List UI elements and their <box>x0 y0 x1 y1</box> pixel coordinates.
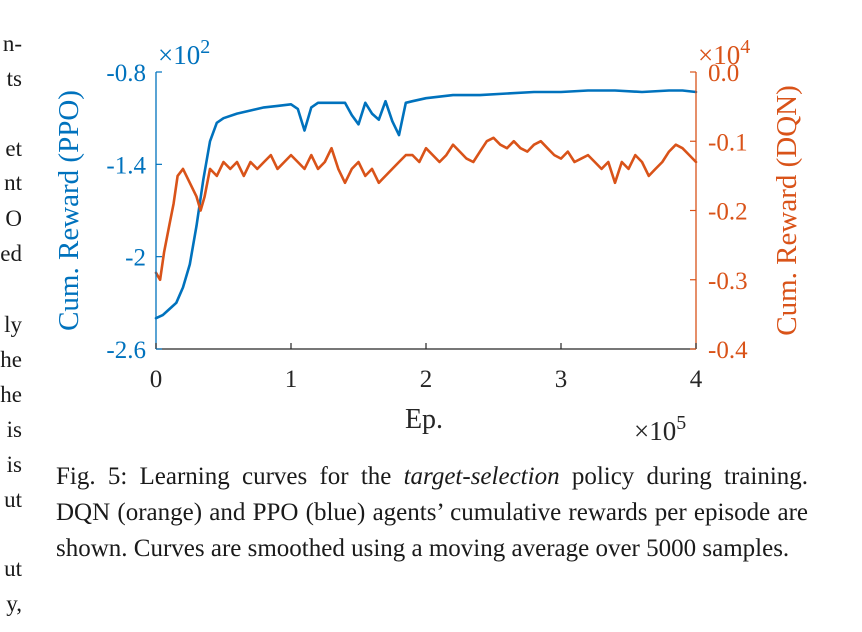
left-axis-multiplier-base: ×10 <box>158 40 200 70</box>
caption-text-italic: target-selection <box>403 463 560 490</box>
margin-fragment: O <box>5 206 22 231</box>
right-y-axis-label: Cum. Reward (DQN) <box>771 85 803 335</box>
margin-fragment: nt <box>4 170 22 195</box>
x-tick-label: 1 <box>285 366 298 393</box>
left-axis-multiplier: ×102 <box>158 36 210 70</box>
left-y-tick-label: -2 <box>125 245 146 272</box>
ppo-series-line <box>154 89 698 320</box>
right-axis-multiplier-exponent: 4 <box>740 36 750 58</box>
caption-text-pre: Learning curves for the <box>139 463 392 490</box>
margin-fragment: ed <box>0 241 22 266</box>
left-y-tick-label: -1.4 <box>106 152 146 179</box>
left-axis-multiplier-exponent: 2 <box>200 36 210 58</box>
left-y-tick-label: -0.8 <box>106 60 146 87</box>
dqn-series-line <box>154 136 698 282</box>
caption-label: Fig. 5: <box>56 463 128 490</box>
margin-fragment: he <box>0 382 22 407</box>
figure-caption: Fig. 5: Learning curves for the target-s… <box>56 459 808 567</box>
right-y-tick-label: -0.1 <box>708 129 748 156</box>
x-tick-label: 4 <box>690 366 703 393</box>
right-axis-multiplier: ×104 <box>698 36 750 70</box>
x-axis-multiplier-base: ×10 <box>634 416 676 446</box>
x-tick-label: 3 <box>555 366 568 393</box>
margin-fragment: et <box>5 136 22 161</box>
caption-text-post: policy during training. DQN (orange) and… <box>56 463 809 562</box>
left-y-tick-label: -2.6 <box>106 337 146 364</box>
margin-fragment: he <box>0 347 22 372</box>
right-axis-multiplier-base: ×10 <box>698 40 740 70</box>
margin-fragment: ut <box>4 556 22 581</box>
margin-fragment: ly <box>4 312 22 337</box>
margin-fragment: is <box>6 452 22 477</box>
right-y-tick-label: -0.3 <box>708 268 748 295</box>
right-y-tick-label: -0.4 <box>708 337 748 364</box>
right-y-tick-label: 0.0 <box>708 60 739 87</box>
margin-fragment: y, <box>6 591 22 616</box>
right-y-tick-label: -0.2 <box>708 199 748 226</box>
x-axis-multiplier-exponent: 5 <box>676 412 686 434</box>
left-y-axis-label: Cum. Reward (PPO) <box>53 90 85 331</box>
x-tick-label: 0 <box>150 366 163 393</box>
x-axis-multiplier: ×105 <box>634 412 686 446</box>
x-axis-label: Ep. <box>405 404 443 435</box>
x-tick-label: 2 <box>420 366 433 393</box>
margin-fragment: ts <box>6 66 22 91</box>
margin-fragment: ut <box>4 487 22 512</box>
margin-fragment: is <box>6 417 22 442</box>
margin-fragment: n- <box>2 31 22 56</box>
